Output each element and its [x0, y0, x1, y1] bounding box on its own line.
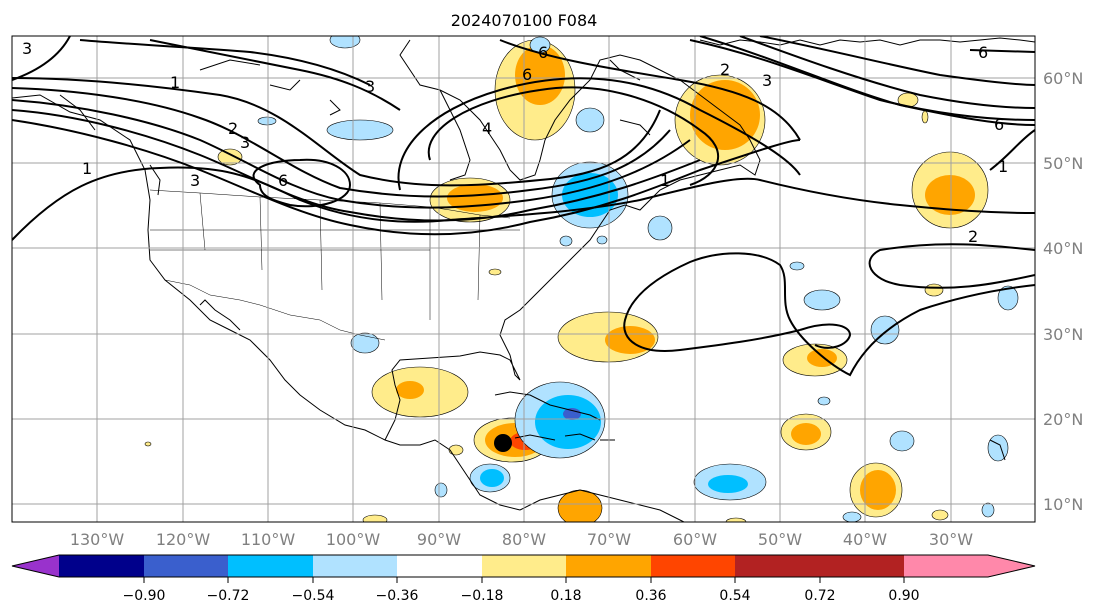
height-contours [12, 36, 1035, 377]
storm-center-marker [494, 434, 512, 452]
lon-label: 90°W [417, 530, 461, 549]
contour-label: 2 [968, 227, 978, 246]
map-panel: 3 1 3 2 3 6 1 3 6 2 3 6 6 1 2 6 4 1 [12, 36, 1035, 522]
colorbar-segment [397, 555, 482, 577]
contour-label: 6 [522, 65, 532, 84]
colorbar-tick-labels: −0.90 −0.72 −0.54 −0.36 −0.18 0.18 0.36 … [123, 588, 920, 604]
contour-label: 1 [660, 171, 670, 190]
lon-label: 100°W [326, 530, 381, 549]
contour-labels: 3 1 3 2 3 6 1 3 6 2 3 6 6 1 2 6 4 1 [22, 39, 1008, 246]
colorbar-tick-label: −0.36 [376, 588, 419, 604]
colorbar-segment [482, 555, 566, 577]
colorbar-tick-label: −0.90 [123, 588, 166, 604]
colorbar-segment [651, 555, 735, 577]
colorbar-ticks [143, 577, 905, 583]
colorbar-outline [11, 554, 1036, 578]
lat-label: 30°N [1043, 325, 1083, 344]
contour-label: 6 [538, 43, 548, 62]
gridlines [12, 36, 1035, 522]
map-frame [11, 35, 1036, 523]
colorbar-tick-label: 0.72 [804, 588, 835, 604]
contour-label: 4 [482, 119, 492, 138]
lon-label: 50°W [758, 530, 802, 549]
colorbar-segment [820, 555, 904, 577]
lat-label: 20°N [1043, 410, 1083, 429]
colorbar-tick-label: 0.54 [719, 588, 750, 604]
contour-label: 1 [998, 157, 1008, 176]
colorbar-segment [313, 555, 397, 577]
colorbar-tick-label: 0.36 [635, 588, 666, 604]
contour-label: 3 [22, 39, 32, 58]
colorbar-tick-label: 0.90 [888, 588, 919, 604]
colorbar-segment [228, 555, 313, 577]
contour-label: 1 [170, 73, 180, 92]
lon-label: 80°W [502, 530, 546, 549]
lat-label: 10°N [1043, 495, 1083, 514]
lon-label: 130°W [70, 530, 125, 549]
lon-label: 110°W [241, 530, 296, 549]
lat-label: 40°N [1043, 239, 1083, 258]
lon-label: 40°W [843, 530, 887, 549]
contour-label: 3 [190, 171, 200, 190]
colorbar: −0.90 −0.72 −0.54 −0.36 −0.18 0.18 0.36 … [11, 554, 1036, 604]
contour-label: 2 [720, 60, 730, 79]
lat-label: 60°N [1043, 69, 1083, 88]
longitude-labels: 130°W 120°W 110°W 100°W 90°W 80°W 70°W 6… [70, 530, 973, 549]
lon-label: 70°W [587, 530, 631, 549]
colorbar-tick-label: 0.18 [550, 588, 581, 604]
coastlines [12, 37, 1035, 522]
colorbar-segment [59, 555, 144, 577]
contour-label: 3 [365, 77, 375, 96]
colorbar-tick-label: −0.72 [207, 588, 250, 604]
political-borders [149, 189, 520, 341]
lon-label: 60°W [673, 530, 717, 549]
colorbar-segment [735, 555, 820, 577]
contour-label: 2 [228, 119, 238, 138]
map-title: 2024070100 F084 [451, 11, 598, 30]
contour-label: 3 [762, 71, 772, 90]
colorbar-extend-low [12, 555, 59, 577]
colorbar-tick-label: −0.18 [461, 588, 504, 604]
contour-label: 3 [240, 133, 250, 152]
lon-label: 120°W [156, 530, 211, 549]
latitude-labels: 60°N 50°N 40°N 30°N 20°N 10°N [1043, 69, 1083, 514]
lat-label: 50°N [1043, 154, 1083, 173]
colorbar-segment [566, 555, 651, 577]
colorbar-segment [144, 555, 228, 577]
contour-label: 1 [82, 159, 92, 178]
contour-label: 6 [978, 43, 988, 62]
contour-label: 6 [278, 171, 288, 190]
lon-label: 30°W [929, 530, 973, 549]
contour-label: 6 [994, 115, 1004, 134]
colorbar-tick-label: −0.54 [292, 588, 335, 604]
